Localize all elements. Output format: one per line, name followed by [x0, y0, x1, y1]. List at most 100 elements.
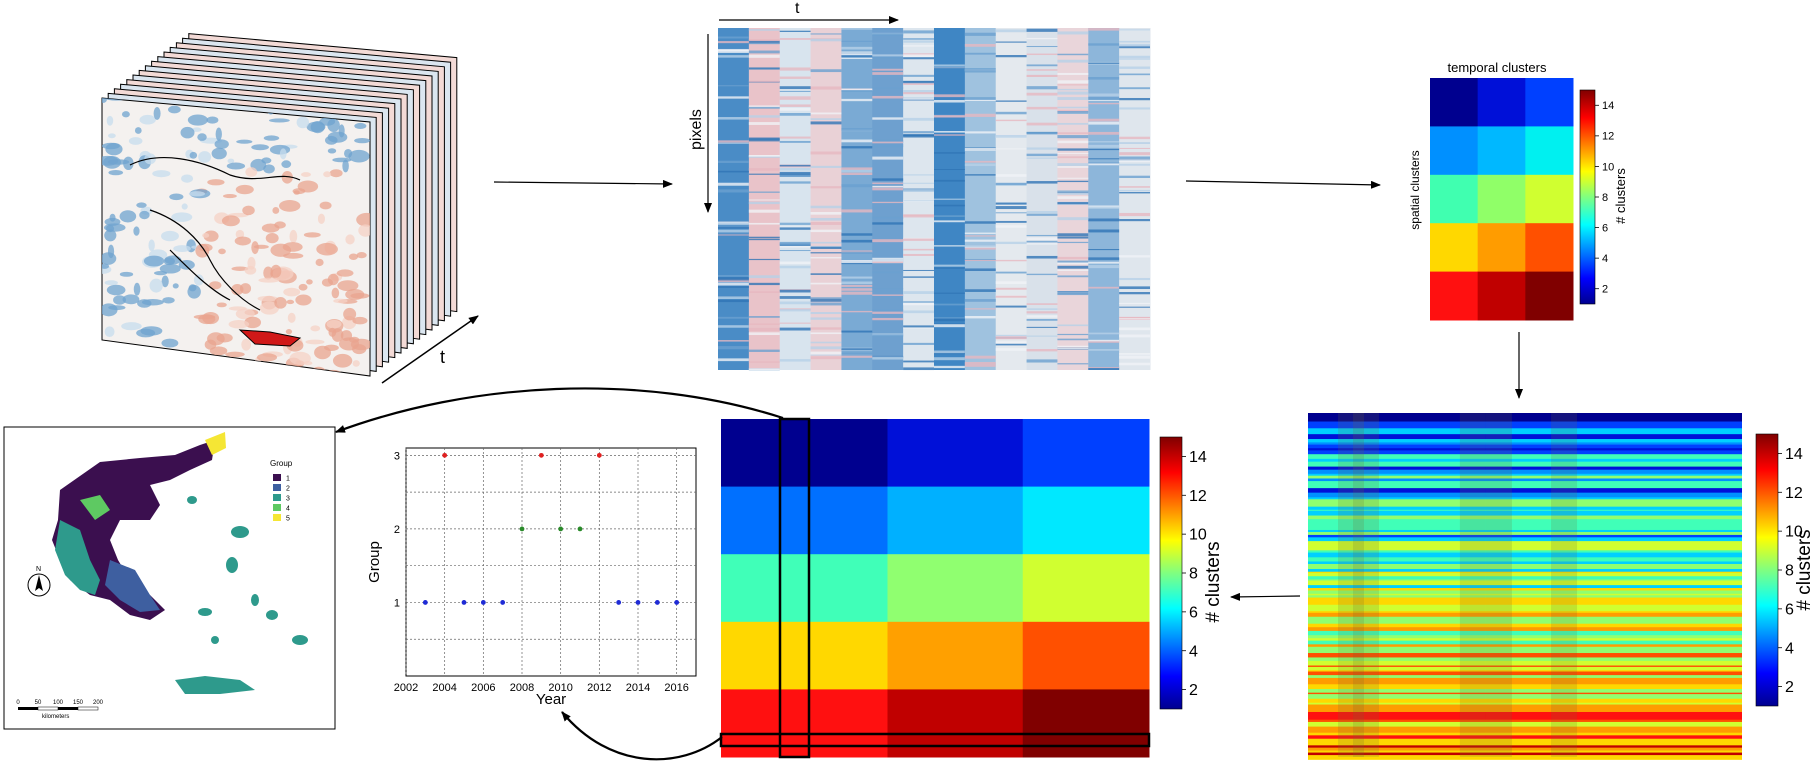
matrix-stripe: [841, 98, 873, 102]
matrix-stripe: [903, 360, 934, 363]
raster-texture-blob: [102, 370, 114, 376]
raster-texture-blob: [279, 148, 287, 160]
matrix-stripe: [718, 231, 749, 234]
cluster-cell-large: [887, 419, 1024, 488]
matrix-stripe: [1088, 144, 1120, 148]
raster-texture-blob: [298, 283, 308, 291]
matrix-stripe: [718, 189, 749, 193]
matrix-stripe: [872, 68, 904, 71]
data-point: [577, 526, 583, 532]
matrix-stripe: [748, 173, 780, 175]
x-tick-label: 2010: [548, 682, 572, 694]
raster-row: [1308, 466, 1742, 471]
x-tick-label: 2016: [664, 682, 688, 694]
scale-tick-label: 200: [93, 700, 104, 706]
clustered-raster: [1308, 413, 1742, 760]
cluster-cell-large: [887, 689, 1024, 758]
n-clusters-label-right: # clusters: [1794, 529, 1815, 610]
raster-texture-blob: [256, 353, 278, 362]
matrix-stripe: [1119, 58, 1150, 60]
raster-texture-blob: [245, 167, 258, 177]
matrix-stripe: [995, 220, 1027, 223]
raster-texture-blob: [176, 371, 184, 376]
legend-label: 5: [286, 516, 290, 523]
colorbar-tick-label: 8: [1189, 566, 1198, 583]
matrix-stripe: [903, 215, 934, 218]
matrix-stripe: [934, 64, 965, 68]
matrix-stripe: [779, 359, 811, 362]
matrix-stripe: [1119, 306, 1150, 308]
matrix-stripe: [872, 261, 904, 264]
matrix-stripe: [1057, 275, 1089, 278]
raster-column-band: [1551, 413, 1578, 757]
raster-row: [1308, 429, 1742, 435]
matrix-stripe: [934, 324, 965, 328]
matrix-stripe: [1088, 141, 1120, 143]
matrix-stripe: [995, 334, 1027, 337]
matrix-stripe: [1088, 229, 1120, 233]
scale-bar: [18, 706, 99, 711]
matrix-stripe: [841, 281, 873, 285]
colorbar-tick-label: 10: [1189, 527, 1207, 544]
matrix-stripe: [903, 92, 934, 95]
data-point: [654, 600, 660, 605]
raster-texture-blob: [327, 131, 348, 143]
colorbar-tick-label: 4: [1785, 640, 1794, 657]
raster-texture-blob: [173, 364, 184, 376]
matrix-stripe: [903, 131, 934, 134]
matrix-stripe: [872, 178, 904, 181]
matrix-stripe: [1057, 80, 1089, 84]
matrix-stripe: [1026, 132, 1058, 135]
raster-texture-blob: [216, 302, 227, 308]
raster-texture-blob: [324, 344, 339, 351]
matrix-stripe: [903, 174, 934, 176]
matrix-stripe: [1057, 363, 1089, 365]
matrix-stripe: [964, 363, 996, 367]
cluster-cell: [1477, 174, 1526, 224]
cluster-cell-large: [887, 554, 1024, 623]
matrix-stripe: [1026, 319, 1058, 321]
raster-texture-blob: [209, 281, 222, 290]
matrix-stripe: [810, 118, 842, 120]
cluster-cell: [1430, 126, 1479, 176]
matrix-stripe: [1057, 140, 1089, 144]
raster-texture-blob: [305, 339, 325, 345]
matrix-stripe: [872, 222, 904, 225]
matrix-stripe: [841, 40, 873, 42]
data-point: [538, 452, 544, 458]
matrix-stripe: [718, 340, 749, 342]
cluster-cell-large: [1022, 419, 1150, 488]
raster-texture-blob: [227, 158, 235, 164]
matrix-stripe: [995, 305, 1027, 308]
raster-texture-blob: [317, 213, 325, 225]
scale-unit: kilometers: [42, 714, 69, 720]
matrix-stripe: [718, 117, 749, 120]
matrix-stripe: [903, 342, 934, 345]
matrix-stripe: [903, 238, 934, 241]
x-tick-label: 2002: [394, 682, 418, 694]
raster-row: [1308, 677, 1742, 681]
matrix-stripe: [1026, 237, 1058, 241]
map-legend-title: Group: [270, 459, 293, 468]
matrix-stripe: [718, 316, 749, 319]
raster-row: [1308, 752, 1742, 756]
matrix-stripe: [1119, 55, 1150, 59]
matrix-stripe: [964, 235, 996, 237]
raster-texture-blob: [104, 326, 115, 338]
matrix-stripe: [903, 253, 934, 256]
matrix-stripe: [748, 209, 780, 213]
raster-texture-blob: [103, 223, 126, 232]
matrix-stripe: [1057, 59, 1089, 63]
matrix-stripe: [1057, 72, 1089, 75]
data-point: [461, 600, 467, 605]
matrix-stripe: [1088, 339, 1120, 342]
matrix-stripe: [718, 142, 749, 144]
matrix-stripe: [1088, 93, 1120, 97]
raster-texture-blob: [340, 330, 353, 342]
matrix-stripe: [841, 127, 873, 131]
matrix-stripe: [1119, 334, 1150, 338]
data-point: [500, 600, 506, 605]
matrix-stripe: [718, 229, 749, 233]
matrix-stripe: [810, 346, 842, 350]
raster-row: [1308, 747, 1742, 751]
